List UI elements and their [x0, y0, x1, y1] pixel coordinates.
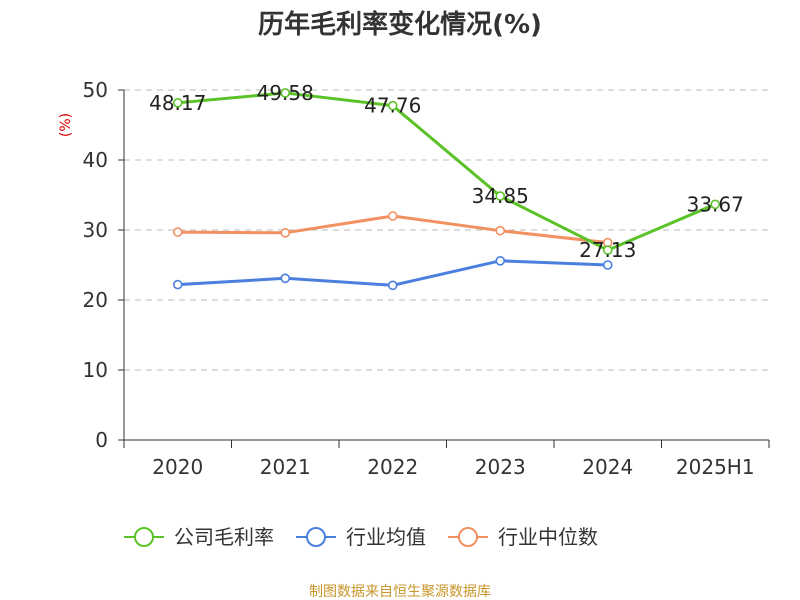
y-tick-label: 50	[83, 78, 108, 102]
legend-item: 行业中位数	[448, 525, 598, 549]
data-point	[387, 100, 398, 111]
y-tick-label: 20	[83, 288, 108, 312]
data-point	[495, 225, 506, 236]
data-point	[280, 273, 291, 284]
data-point	[710, 199, 721, 210]
data-point	[387, 211, 398, 221]
x-tick-label: 2020	[152, 455, 203, 479]
data-point	[280, 88, 291, 98]
y-tick-label: 30	[83, 218, 108, 242]
data-point	[602, 260, 613, 270]
y-axis-unit-label: (%)	[58, 113, 74, 137]
legend-label: 公司毛利率	[174, 525, 274, 549]
legend-marker	[134, 527, 154, 547]
series-2	[172, 255, 613, 291]
grid-lines	[124, 89, 769, 371]
legend-marker	[458, 527, 478, 547]
data-point	[495, 191, 506, 201]
axes: 0 10 20 30 40 50 2020 2021 2022 2023 2024 2025H1	[83, 78, 770, 479]
x-tick-label: 2021	[260, 455, 311, 479]
series-group	[172, 88, 721, 291]
data-point	[387, 280, 398, 291]
data-point	[172, 227, 183, 237]
series-1	[172, 88, 721, 255]
data-label: 47.76	[364, 94, 421, 118]
data-point	[172, 98, 183, 108]
data-point	[280, 228, 291, 238]
chart-title: 历年毛利率变化情况(%)	[258, 9, 542, 40]
data-label: 49.58	[257, 81, 314, 105]
data-label: 33.67	[687, 192, 744, 216]
data-label: 48.17	[149, 91, 206, 115]
data-labels-group: 48.17 49.58 47.76 34.85 27.13 33.67	[149, 81, 744, 262]
series-line	[177, 91, 716, 252]
series-3	[172, 211, 613, 248]
x-tick-label: 2024	[582, 455, 633, 479]
legend-label: 行业中位数	[498, 525, 598, 549]
legend-label: 行业均值	[346, 525, 426, 549]
legend-item: 行业均值	[296, 525, 426, 549]
y-tick-label: 40	[83, 148, 108, 172]
x-tick-label: 2022	[367, 455, 418, 479]
data-label: 27.13	[579, 238, 636, 262]
legend-item: 公司毛利率	[124, 525, 274, 549]
y-tick-label: 0	[95, 428, 108, 452]
data-point	[172, 279, 183, 290]
data-point	[495, 255, 506, 266]
legend-marker	[306, 527, 326, 547]
legend: 公司毛利率 行业均值 行业中位数	[124, 525, 598, 549]
x-tick-label: 2025H1	[676, 455, 755, 479]
y-tick-label: 10	[83, 358, 108, 382]
source-note: 制图数据来自恒生聚源数据库	[309, 584, 491, 600]
data-point	[602, 245, 613, 255]
x-tick-label: 2023	[475, 455, 526, 479]
data-label: 34.85	[472, 184, 529, 208]
